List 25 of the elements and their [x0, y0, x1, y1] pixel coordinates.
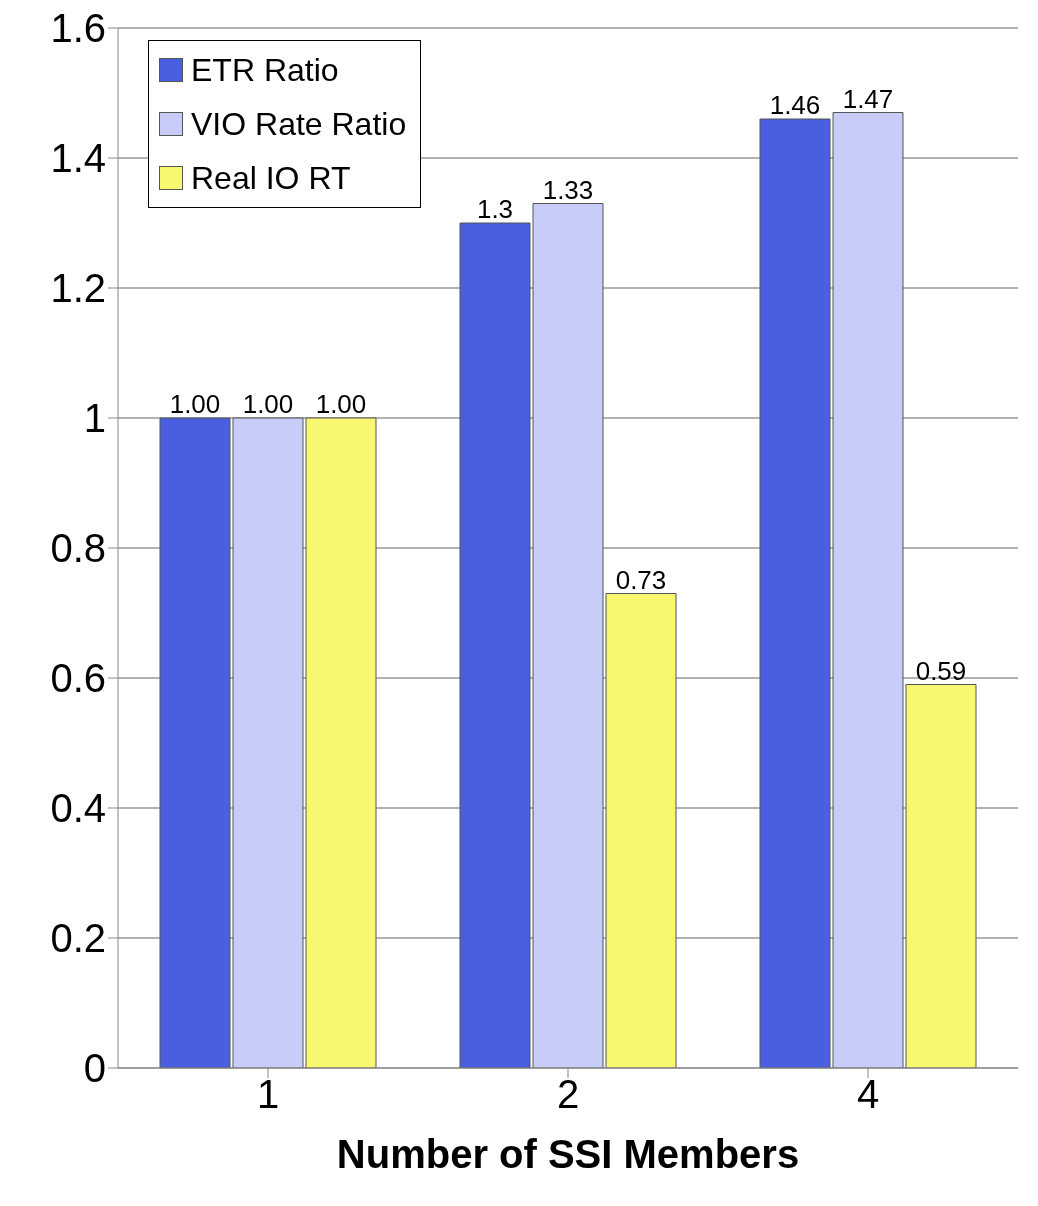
y-tick-label: 0.8 [50, 526, 106, 571]
y-tick-label: 1.4 [50, 136, 106, 181]
data-label: 1.3 [476, 194, 514, 224]
data-label: 1.46 [769, 90, 821, 120]
x-axis-title: Number of SSI Members [336, 1132, 800, 1176]
data-label: 1.00 [315, 389, 367, 419]
x-tick-label: 2 [556, 1072, 580, 1117]
data-label: 0.73 [615, 564, 667, 595]
data-label: 1.33 [542, 174, 594, 205]
y-tick-label: 1.6 [50, 6, 106, 51]
x-tick-label: 1 [256, 1072, 280, 1117]
y-tick-label: 0.2 [50, 916, 106, 961]
legend-label: VIO Rate Ratio [191, 105, 407, 144]
data-label: 1.47 [842, 83, 894, 114]
y-tick-label: 0 [83, 1046, 106, 1091]
y-tick-label: 1.2 [50, 266, 106, 311]
data-label: 1.00 [169, 389, 221, 419]
legend-label: ETR Ratio [191, 51, 339, 90]
x-tick-label: 4 [856, 1072, 880, 1117]
data-label: 0.59 [915, 655, 967, 686]
y-tick-label: 0.6 [50, 656, 106, 701]
legend-label: Real IO RT [191, 159, 351, 198]
y-tick-label: 0.4 [50, 786, 106, 831]
data-label: 1.00 [242, 389, 294, 419]
y-tick-label: 1 [83, 396, 106, 441]
